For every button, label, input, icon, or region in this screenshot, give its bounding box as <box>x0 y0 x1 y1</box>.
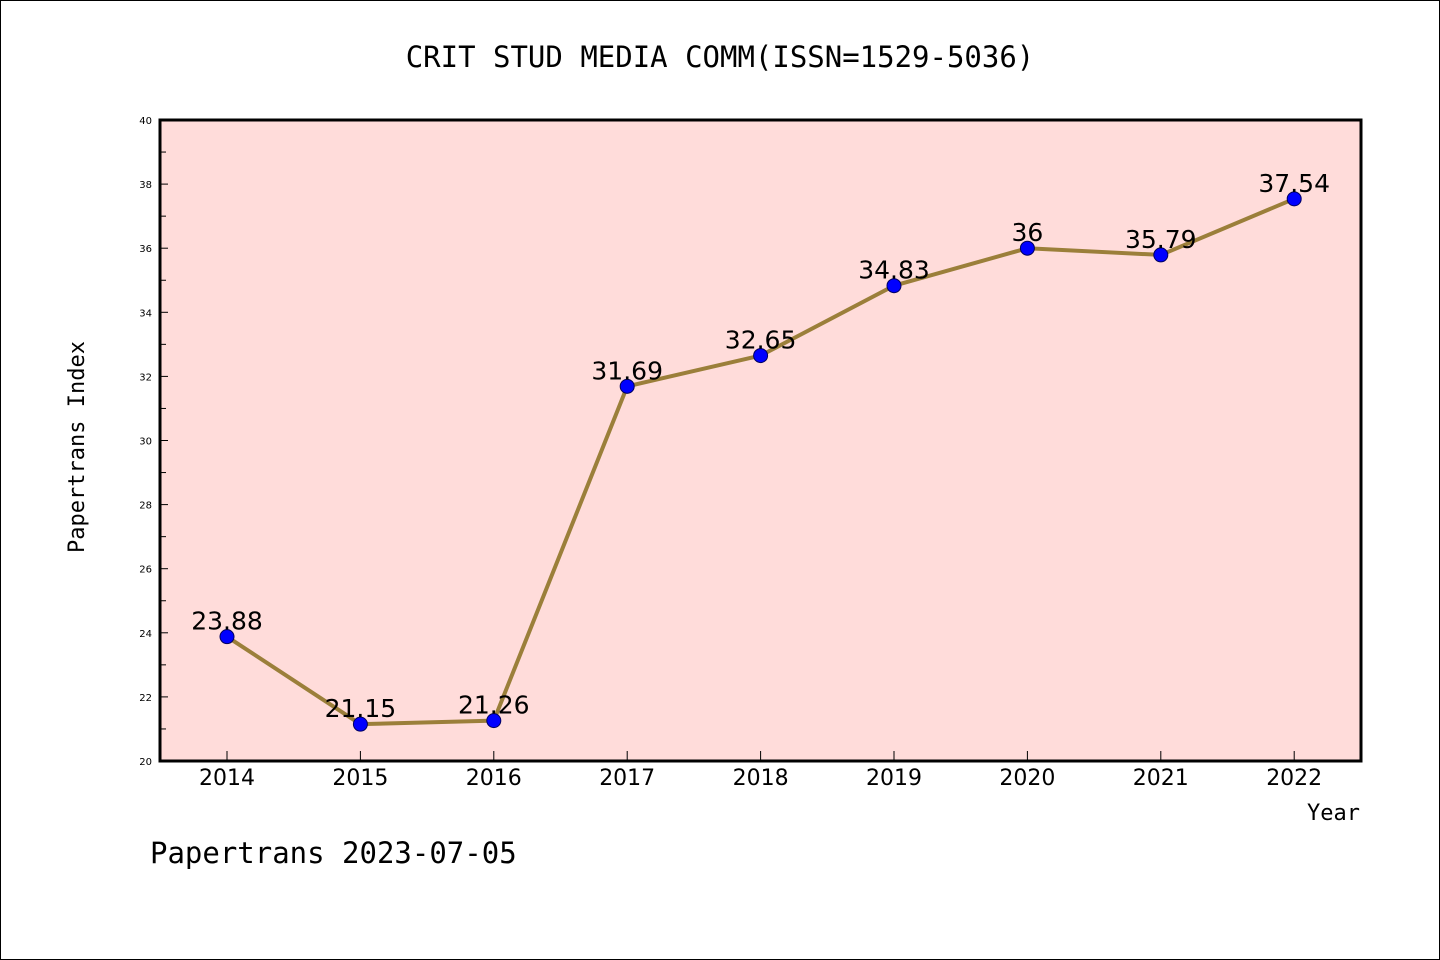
y-axis-label: Papertrans Index <box>65 341 90 553</box>
data-point <box>1153 247 1169 263</box>
y-axis: 20 22 24 26 28 30 32 34 36 38 40 <box>139 116 168 768</box>
x-axis: 2014 2015 2016 2017 2018 2019 2020 2021 2022 <box>199 751 1322 791</box>
plot-area <box>158 118 1363 763</box>
data-label: 31.69 <box>591 356 663 385</box>
x-tick-label: 2018 <box>733 766 789 791</box>
y-tick-label: 24 <box>139 629 152 640</box>
data-point <box>219 629 235 645</box>
y-tick-label: 40 <box>139 116 152 127</box>
data-label: 21.15 <box>325 694 397 723</box>
data-point <box>1286 191 1302 207</box>
x-tick-label: 2022 <box>1266 766 1322 791</box>
x-tick-label: 2016 <box>466 766 522 791</box>
data-label: 36 <box>1011 218 1043 247</box>
data-label: 32.65 <box>725 326 797 355</box>
y-tick-label: 32 <box>139 372 152 383</box>
data-point <box>486 713 502 729</box>
data-label: 23.88 <box>191 607 263 636</box>
y-tick-label: 28 <box>139 501 152 512</box>
footer-text: Papertrans 2023-07-05 <box>150 836 517 870</box>
x-tick-label: 2019 <box>866 766 922 791</box>
data-point <box>886 278 902 294</box>
data-points <box>219 191 1302 732</box>
data-label: 21.26 <box>458 691 530 720</box>
data-point <box>352 716 368 732</box>
y-tick-label: 20 <box>139 757 152 768</box>
data-labels: 23.88 21.15 21.26 31.69 32.65 34.83 36 35.79 37.… <box>191 169 1330 723</box>
data-point <box>619 378 635 394</box>
y-tick-label: 30 <box>139 437 152 448</box>
y-tick-label: 38 <box>139 180 152 191</box>
y-tick-label: 34 <box>139 308 152 319</box>
data-label: 37.54 <box>1258 169 1330 198</box>
data-point <box>753 348 769 364</box>
y-tick-label: 22 <box>139 693 152 704</box>
y-tick-label: 36 <box>139 244 152 255</box>
x-tick-label: 2020 <box>999 766 1055 791</box>
x-tick-label: 2017 <box>599 766 655 791</box>
data-point <box>1019 240 1035 256</box>
x-tick-label: 2021 <box>1133 766 1189 791</box>
x-tick-label: 2015 <box>332 766 388 791</box>
data-label: 35.79 <box>1125 225 1197 254</box>
data-label: 34.83 <box>858 256 930 285</box>
chart-title: CRIT STUD MEDIA COMM(ISSN=1529-5036) <box>406 40 1035 74</box>
x-axis-label: Year <box>1307 801 1360 826</box>
x-tick-label: 2014 <box>199 766 255 791</box>
y-tick-label: 26 <box>139 565 152 576</box>
